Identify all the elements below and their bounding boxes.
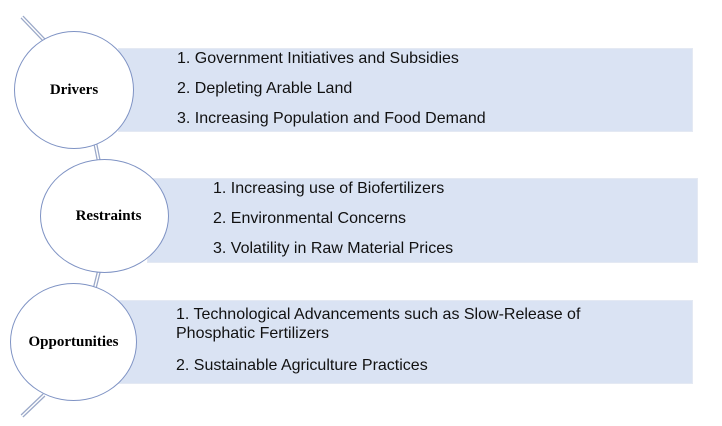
drivers-item: 3. Increasing Population and Food Demand	[177, 110, 486, 127]
opportunities-label: Opportunities	[28, 333, 119, 350]
restraints-box	[147, 178, 698, 263]
restraints-label: Restraints	[75, 207, 142, 224]
opportunities-item: 1. Technological Advancements such as Sl…	[176, 306, 581, 342]
opportunities-box	[118, 300, 693, 384]
opportunities-circle: Opportunities	[10, 283, 137, 401]
restraints-item: 1. Increasing use of Biofertilizers	[213, 180, 445, 197]
drivers-label: Drivers	[49, 81, 99, 98]
drivers-item: 1. Government Initiatives and Subsidies	[177, 50, 459, 67]
restraints-circle: Restraints	[40, 159, 169, 273]
opportunities-item: 2. Sustainable Agriculture Practices	[176, 357, 428, 374]
restraints-item: 2. Environmental Concerns	[213, 210, 406, 227]
drivers-item: 2. Depleting Arable Land	[177, 80, 353, 97]
drivers-circle: Drivers	[14, 31, 134, 149]
restraints-list: 1. Increasing use of Biofertilizers 2. E…	[213, 179, 453, 269]
opportunities-list: 1. Technological Advancements such as Sl…	[176, 305, 646, 386]
drivers-box	[118, 48, 693, 132]
drivers-list: 1. Government Initiatives and Subsidies …	[177, 49, 486, 139]
restraints-item: 3. Volatility in Raw Material Prices	[213, 240, 454, 257]
